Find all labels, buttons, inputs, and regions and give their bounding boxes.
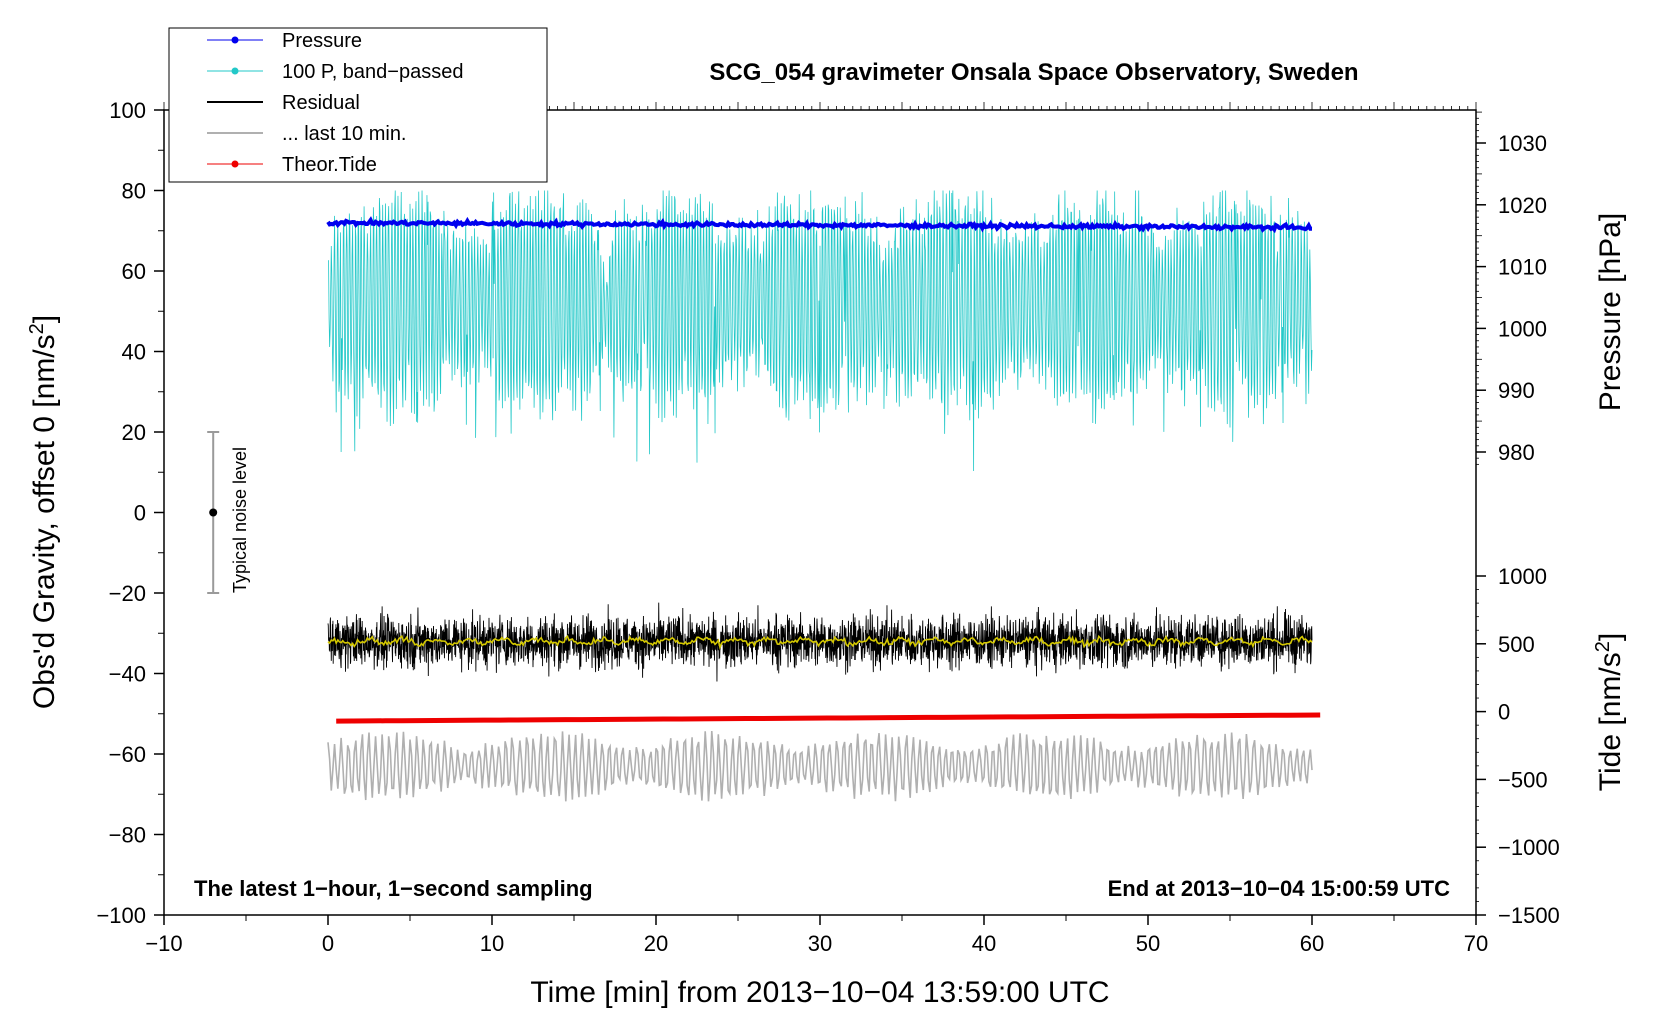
pressure-tick-label: 1030: [1498, 131, 1547, 156]
x-tick-label: 20: [644, 931, 668, 956]
legend-box: [168, 27, 548, 183]
legend-item: Residual: [207, 92, 360, 114]
series-tide-line: [336, 712, 1321, 724]
legend-item: Pressure: [207, 30, 362, 52]
sampling-annotation: The latest 1−hour, 1−second sampling: [194, 876, 593, 901]
noise-level-bar: [207, 431, 220, 594]
y-tick-label: 20: [122, 420, 146, 445]
y-tick-label: 80: [122, 179, 146, 204]
y-axis-title-left: Obs'd Gravity, offset 0 [nm/s2]: [26, 315, 61, 709]
y-tick-label: 60: [122, 259, 146, 284]
end-time-annotation: End at 2013−10−04 15:00:59 UTC: [1108, 876, 1451, 901]
y-tick-label: 40: [122, 340, 146, 365]
pressure-tick-label: 1000: [1498, 316, 1547, 341]
legend-marker: [231, 67, 239, 75]
axes: −10 0 10 20 30 40 50 60 70100806040200−20−40−60−…: [96, 98, 1559, 956]
y-tick-label: −40: [109, 662, 146, 687]
noise-bar-center-dot: [209, 508, 218, 517]
x-tick-label: 10: [480, 931, 504, 956]
tide-tick-label: 1000: [1498, 564, 1547, 589]
data-traces: [326, 190, 1321, 802]
series-pressure-line: [326, 216, 1313, 234]
chart-title: SCG_054 gravimeter Onsala Space Observat…: [709, 59, 1358, 86]
legend-label: ... last 10 min.: [282, 123, 407, 145]
legend-label: Residual: [282, 92, 360, 114]
y-tick-label: −100: [96, 903, 146, 928]
legend-label: Theor.Tide: [282, 154, 377, 176]
legend-marker: [231, 36, 239, 44]
x-tick-label: 0: [322, 931, 334, 956]
legend-marker: [231, 160, 239, 168]
legend-item: Theor.Tide: [207, 154, 377, 176]
legend-label: 100 P, band−passed: [282, 61, 463, 83]
x-tick-label: 40: [972, 931, 996, 956]
y-axis-title-tide: Tide [nm/s2]: [1592, 633, 1627, 791]
series-bandpassed-line: [327, 190, 1313, 472]
pressure-tick-label: 1020: [1498, 193, 1547, 218]
tide-tick-label: −1500: [1498, 903, 1560, 928]
y-tick-label: −20: [109, 581, 146, 606]
legend-label: Pressure: [282, 30, 362, 52]
series-residual-line: [327, 602, 1313, 682]
x-tick-label: 70: [1464, 931, 1488, 956]
legend-item: 100 P, band−passed: [207, 61, 463, 83]
pressure-tick-label: 980: [1498, 440, 1535, 465]
x-tick-label: 50: [1136, 931, 1160, 956]
y-tick-label: 100: [109, 98, 146, 123]
legend-item: ... last 10 min.: [207, 123, 407, 145]
y-tick-label: −80: [109, 823, 146, 848]
tide-tick-label: 500: [1498, 632, 1535, 657]
tide-tick-label: −1000: [1498, 835, 1560, 860]
series-last10min-line: [327, 730, 1313, 802]
tide-tick-label: −500: [1498, 767, 1548, 792]
noise-level-label: Typical noise level: [230, 447, 250, 593]
x-tick-label: 60: [1300, 931, 1324, 956]
x-tick-label: −10: [145, 931, 182, 956]
x-axis-title: Time [min] from 2013−10−04 13:59:00 UTC: [530, 976, 1109, 1009]
legend: Pressure 100 P, band−passed Residual ... la…: [168, 27, 548, 183]
y-tick-label: 0: [134, 501, 146, 526]
x-tick-label: 30: [808, 931, 832, 956]
y-tick-label: −60: [109, 742, 146, 767]
pressure-tick-label: 990: [1498, 378, 1535, 403]
series-residual-smoothed-line: [327, 634, 1313, 650]
y-axis-title-pressure: Pressure [hPa]: [1594, 213, 1627, 411]
pressure-tick-label: 1010: [1498, 255, 1547, 280]
tide-tick-label: 0: [1498, 700, 1510, 725]
